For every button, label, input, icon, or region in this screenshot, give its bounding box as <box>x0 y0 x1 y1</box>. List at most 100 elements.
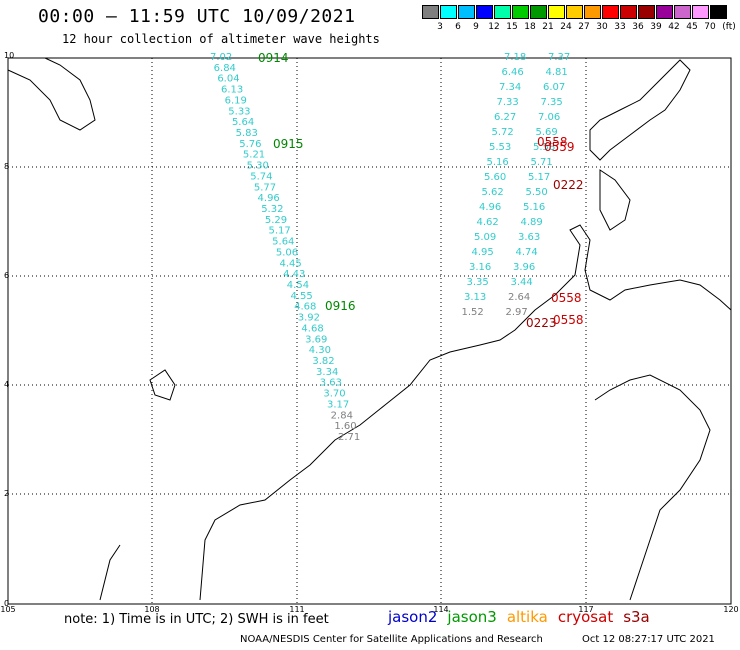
wave-height-label: 5.17 <box>269 226 291 237</box>
legend-label: 24 <box>560 22 572 32</box>
legend-label: 30 <box>596 22 608 32</box>
luzon-coast <box>589 59 691 161</box>
latitude-label: 0 <box>4 599 9 608</box>
wave-height-label: 4.55 <box>290 291 312 302</box>
legend-swatch <box>674 5 691 19</box>
wave-height-label: 4.68 <box>301 323 323 334</box>
wave-height-label: 5.64 <box>232 117 254 128</box>
time-tag-label: 0559 <box>544 140 575 154</box>
wave-height-label: 3.44 <box>511 277 533 288</box>
legend-label: 6 <box>455 22 461 32</box>
wave-height-label: 6.13 <box>221 85 243 96</box>
visayas-coast <box>599 169 631 231</box>
wave-height-label: 4.30 <box>309 345 331 356</box>
wave-height-label: 5.32 <box>261 204 283 215</box>
legend-swatch <box>638 5 655 19</box>
wave-height-label: 3.13 <box>464 292 486 303</box>
wave-height-label: 7.37 <box>548 52 570 63</box>
wave-height-label: 2.97 <box>506 307 528 318</box>
wave-height-label: 2.64 <box>508 292 530 303</box>
wave-height-label: 6.19 <box>225 95 247 106</box>
footnote: note: 1) Time is in UTC; 2) SWH is in fe… <box>64 612 329 627</box>
wave-height-label: 5.09 <box>474 232 496 243</box>
time-tag-label: 0558 <box>551 291 582 305</box>
legend-label: 39 <box>650 22 662 32</box>
wave-height-label: 5.29 <box>265 215 287 226</box>
legend-swatch <box>656 5 673 19</box>
borneo-coast <box>199 224 732 601</box>
wave-height-label: 3.63 <box>320 378 342 389</box>
longitude-label: 114 <box>433 605 448 614</box>
legend-swatch <box>692 5 709 19</box>
wave-height-label: 3.16 <box>469 262 491 273</box>
satellite-name: cryosat <box>557 608 614 626</box>
wave-height-label: 7.33 <box>497 97 519 108</box>
wave-height-label: 6.04 <box>217 74 239 85</box>
legend-swatch <box>566 5 583 19</box>
wave-height-label: 7.35 <box>541 97 563 108</box>
wave-height-label: 6.27 <box>494 112 516 123</box>
page-title: 00:00 – 11:59 UTC 10/09/2021 <box>38 6 356 27</box>
latitude-label: 2 <box>4 489 9 498</box>
legend-label: 9 <box>473 22 479 32</box>
legend-label: 15 <box>506 22 518 32</box>
legend-swatch <box>530 5 547 19</box>
island-coast <box>149 369 176 401</box>
longitude-label: 120 <box>723 605 738 614</box>
wave-height-label: 5.30 <box>247 161 269 172</box>
credit-timestamp: Oct 12 08:27:17 UTC 2021 <box>582 634 715 645</box>
wave-height-label: 5.16 <box>487 157 509 168</box>
wave-height-label: 6.07 <box>543 82 565 93</box>
wave-height-label: 7.18 <box>504 52 526 63</box>
wave-height-label: 3.82 <box>312 356 334 367</box>
wave-height-label: 5.72 <box>492 127 514 138</box>
legend-label: 33 <box>614 22 626 32</box>
wave-height-label: 3.96 <box>513 262 535 273</box>
sulawesi-coast <box>594 374 711 601</box>
wave-height-label: 5.17 <box>528 172 550 183</box>
wave-height-label: 3.35 <box>467 277 489 288</box>
wave-height-label: 5.58 <box>533 142 555 153</box>
time-tag-label: 0914 <box>258 51 289 65</box>
time-tag-label: 0558 <box>553 313 584 327</box>
wave-height-label: 4.43 <box>283 269 305 280</box>
legend-swatch <box>512 5 529 19</box>
map-frame <box>7 57 732 605</box>
legend-swatch <box>458 5 475 19</box>
longitude-label: 117 <box>578 605 593 614</box>
wave-height-label: 4.96 <box>479 202 501 213</box>
wave-height-label: 2.84 <box>331 410 353 421</box>
wave-height-label: 5.77 <box>254 182 276 193</box>
time-tag-label: 0558 <box>537 135 568 149</box>
coastlines <box>7 57 732 601</box>
grid-lines <box>8 58 731 604</box>
wave-height-label: 4.96 <box>258 193 280 204</box>
legend-swatch <box>584 5 601 19</box>
satellite-name: altika <box>506 608 548 626</box>
legend-label: 18 <box>524 22 536 32</box>
legend-swatch <box>620 5 637 19</box>
wave-height-label: 4.81 <box>546 67 568 78</box>
wave-height-label: 5.50 <box>526 187 548 198</box>
legend-label: 70 <box>704 22 716 32</box>
wave-height-label: 5.83 <box>236 128 258 139</box>
legend-swatch <box>422 5 439 19</box>
time-tag-label: 0915 <box>273 137 304 151</box>
latitude-label: 8 <box>4 162 9 171</box>
legend-unit: (ft) <box>722 22 736 32</box>
legend-label: 3 <box>437 22 443 32</box>
wave-height-label: 5.53 <box>489 142 511 153</box>
wave-height-label: 7.06 <box>538 112 560 123</box>
wave-height-label: 5.06 <box>276 247 298 258</box>
page-subtitle: 12 hour collection of altimeter wave hei… <box>62 32 380 46</box>
latitude-label: 10 <box>4 51 14 60</box>
wave-height-label: 6.46 <box>502 67 524 78</box>
wave-height-label: 6.84 <box>214 63 236 74</box>
legend-swatch <box>548 5 565 19</box>
wave-height-label: 1.52 <box>462 307 484 318</box>
wave-height-label: 5.76 <box>239 139 261 150</box>
credit-line: NOAA/NESDIS Center for Satellite Applica… <box>240 634 543 645</box>
latitude-label: 4 <box>4 380 9 389</box>
indochina-coast <box>7 57 96 131</box>
legend-swatch <box>602 5 619 19</box>
